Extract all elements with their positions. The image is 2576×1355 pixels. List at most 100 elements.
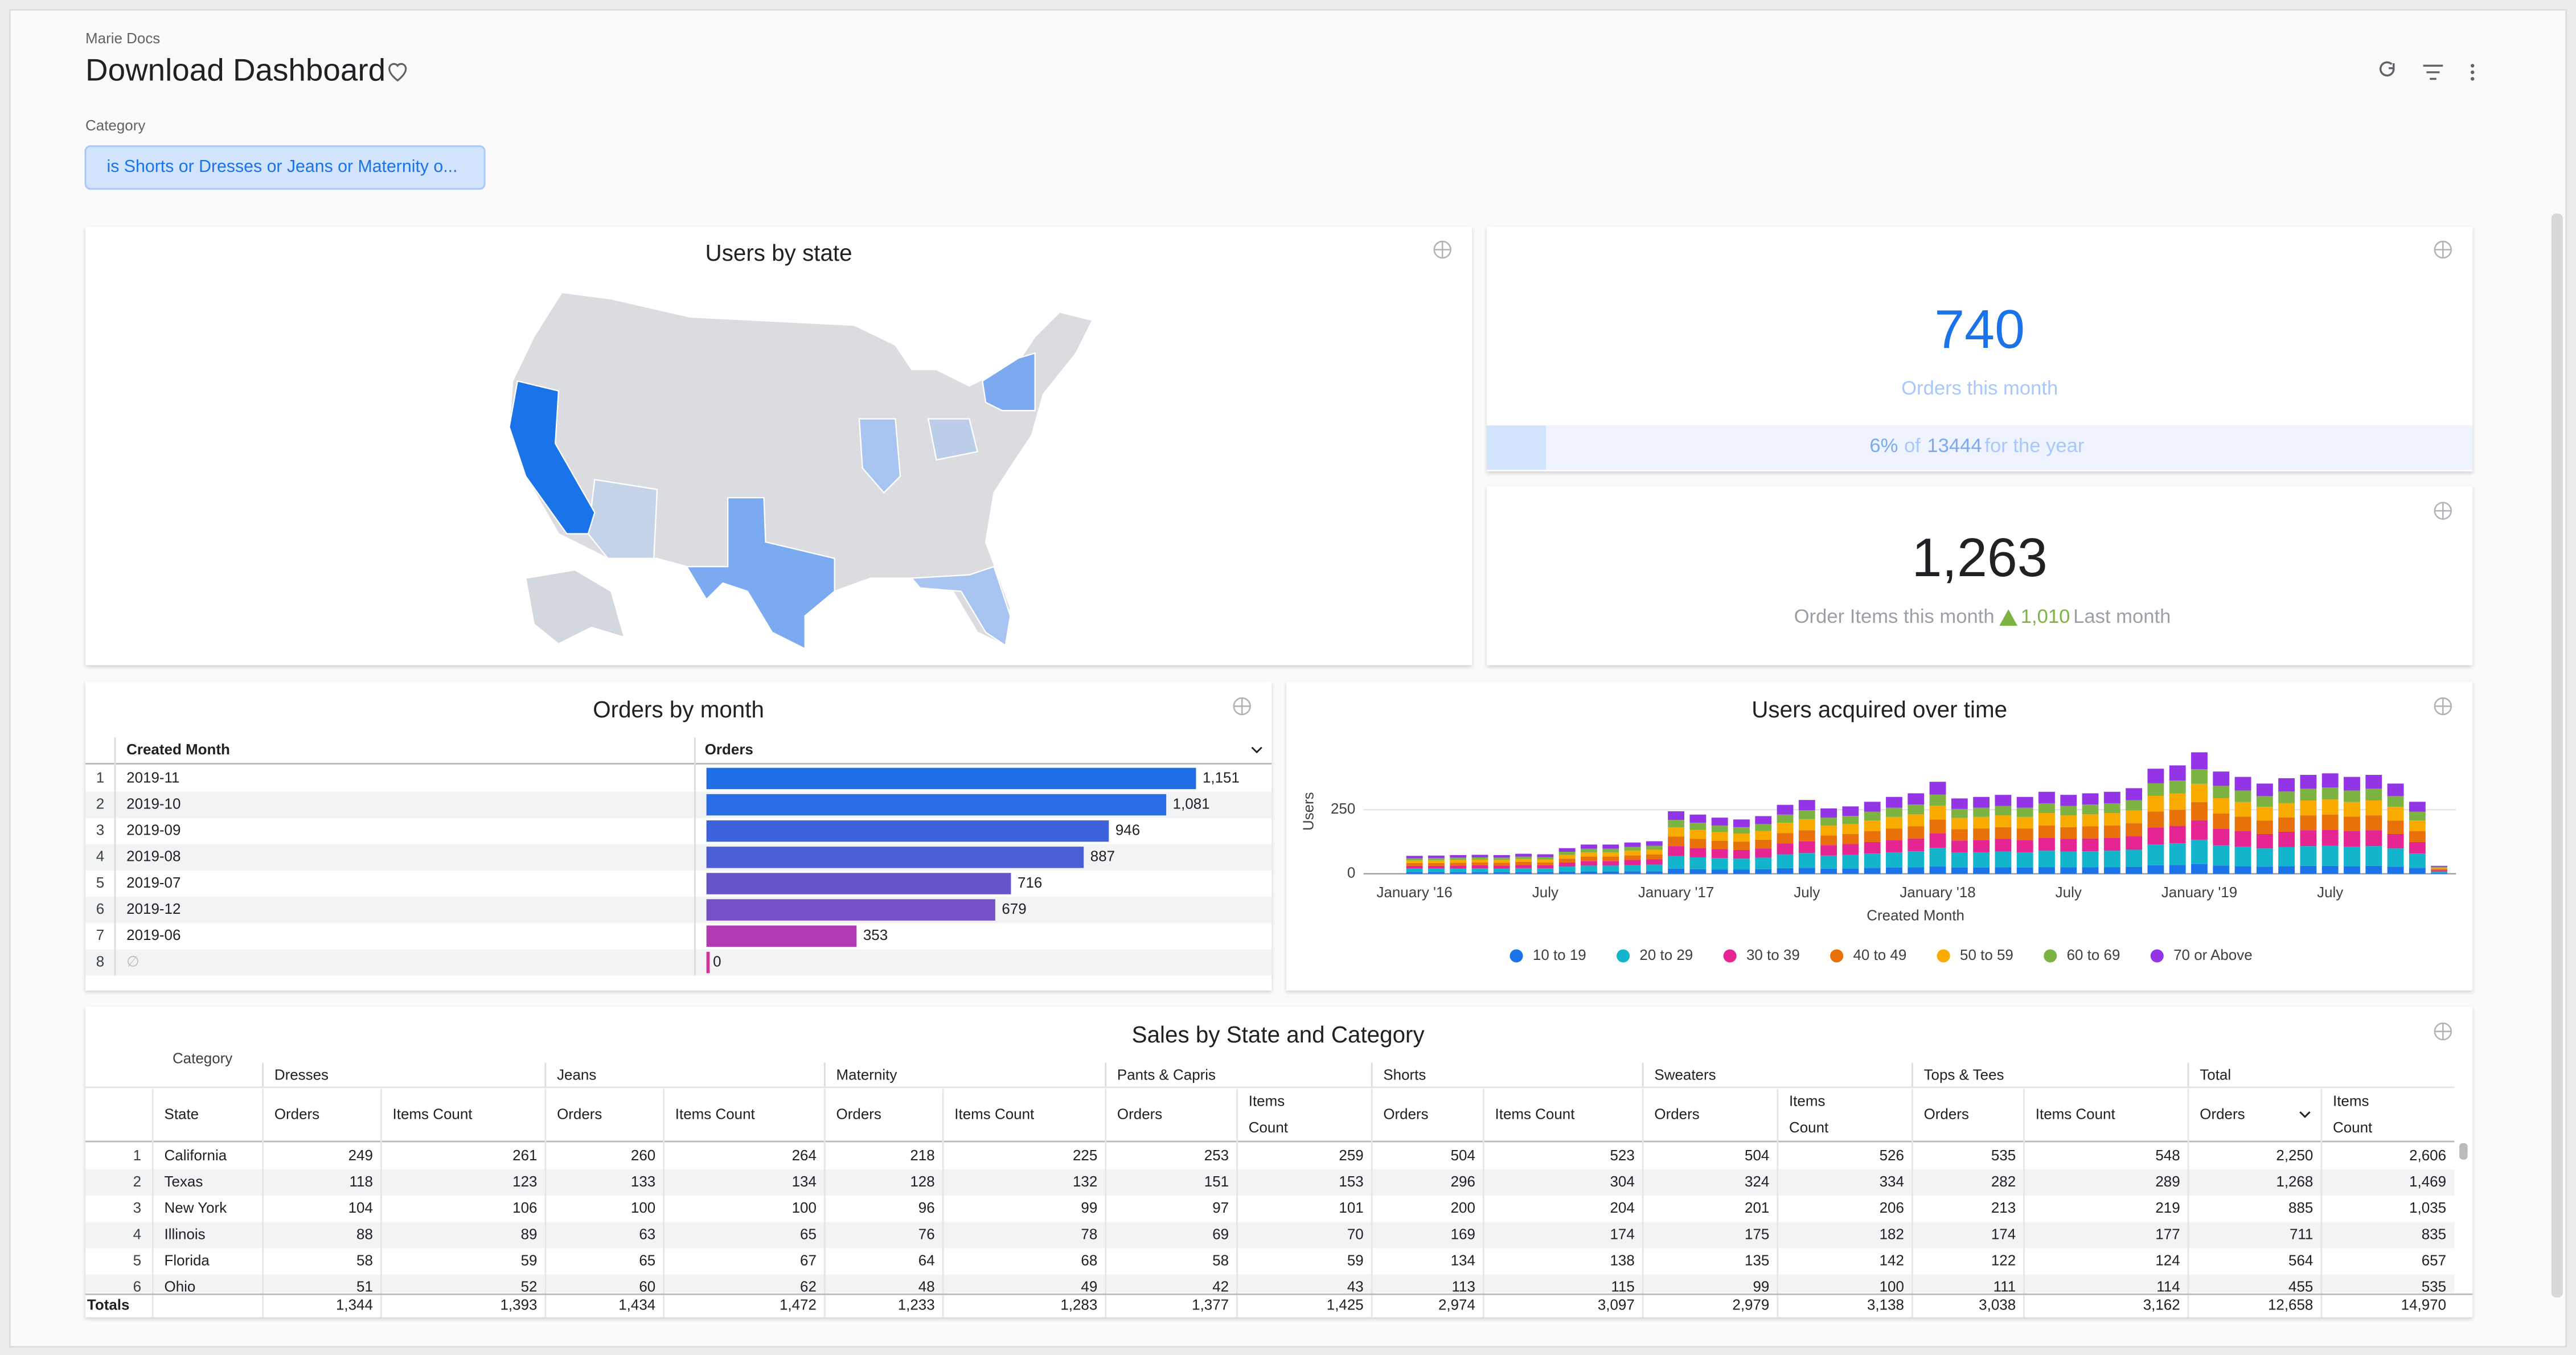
kpi-percent: 6%	[1869, 435, 1898, 457]
bar-segment	[2038, 825, 2055, 838]
bar-segment	[2169, 865, 2186, 874]
category-label: 2019-11	[126, 769, 179, 786]
bar-segment	[2016, 852, 2033, 868]
bar-segment	[2409, 853, 2426, 868]
number-cell: 564	[2288, 1251, 2313, 1268]
number-cell: 68	[1081, 1251, 1097, 1268]
number-cell: 200	[1451, 1199, 1475, 1216]
bar-segment	[1820, 826, 1837, 836]
column-header: Orders	[705, 741, 753, 758]
category-label: 2019-08	[126, 848, 181, 865]
globe-icon[interactable]	[2434, 1022, 2452, 1041]
globe-icon[interactable]	[2434, 697, 2452, 716]
bar-segment	[1777, 854, 1794, 868]
legend-label: 30 to 39	[1746, 946, 1800, 963]
bar-segment	[2126, 836, 2143, 850]
number-cell: 835	[2422, 1225, 2446, 1242]
state-cell: California	[165, 1147, 227, 1164]
bar-segment	[1908, 867, 1925, 874]
filter-chip[interactable]	[84, 145, 486, 190]
globe-icon[interactable]	[1433, 240, 1451, 259]
bar-segment	[2387, 848, 2404, 867]
column-header: Items Count	[1785, 1093, 1829, 1136]
up-arrow	[1999, 609, 2018, 626]
bar-segment	[1864, 802, 1881, 812]
number-cell: 225	[1073, 1147, 1097, 1164]
bar-segment	[1581, 865, 1597, 872]
bar-segment	[1689, 823, 1707, 830]
bar-segment	[2103, 803, 2120, 814]
number-cell: 2,606	[2409, 1147, 2446, 1164]
globe-icon[interactable]	[1233, 697, 1251, 716]
column-header: Items Count	[2036, 1106, 2116, 1123]
globe-icon[interactable]	[2434, 240, 2452, 259]
bar-segment	[1646, 845, 1663, 850]
bar-segment	[2300, 800, 2317, 816]
legend-label: 70 or Above	[2173, 946, 2253, 963]
bar-segment	[1973, 796, 1990, 808]
bar-segment	[2387, 807, 2404, 821]
number-cell: 213	[1991, 1199, 2016, 1216]
total-cell: 3,097	[1598, 1296, 1635, 1313]
number-cell: 201	[1745, 1199, 1769, 1216]
bar-segment	[1668, 820, 1685, 828]
refresh-icon[interactable]	[2379, 61, 2395, 77]
bar-segment	[1428, 858, 1445, 860]
bar-segment	[1711, 840, 1728, 849]
bar-segment	[2344, 777, 2360, 791]
bar-segment	[1995, 795, 2012, 806]
bar-segment	[2016, 807, 2033, 817]
number-cell: 135	[1745, 1251, 1769, 1268]
number-cell: 97	[1212, 1199, 1229, 1216]
row-index: 5	[96, 874, 104, 891]
category-label: 2019-07	[126, 874, 181, 891]
bar-segment	[2278, 866, 2295, 874]
filter-icon[interactable]	[2423, 64, 2443, 80]
row-index: 6	[133, 1278, 141, 1295]
number-cell: 334	[1880, 1173, 1904, 1190]
favorite-icon[interactable]	[388, 63, 407, 82]
bar-segment	[2321, 845, 2339, 866]
column-header: Items Count	[954, 1106, 1035, 1123]
value-label: 1,081	[1173, 795, 1210, 812]
bar-segment	[1755, 857, 1772, 869]
bar	[706, 820, 1109, 842]
bar-segment	[1537, 865, 1554, 869]
bar-segment	[2082, 838, 2099, 852]
number-cell: 58	[1212, 1251, 1229, 1268]
number-cell: 76	[918, 1225, 935, 1242]
bar-segment	[1711, 832, 1728, 841]
bar-segment	[1995, 851, 2012, 868]
bar-segment	[1733, 859, 1750, 870]
row-bg	[85, 897, 1272, 923]
number-cell: 455	[2288, 1278, 2313, 1295]
bar-segment	[1537, 868, 1554, 873]
bar-segment	[1450, 863, 1467, 866]
bar-segment	[2038, 813, 2055, 826]
bar-segment	[1864, 811, 1881, 821]
more-icon[interactable]	[2471, 64, 2475, 81]
bar-segment	[2016, 796, 2033, 808]
bar-segment	[1537, 862, 1554, 865]
bar-segment	[2103, 851, 2120, 868]
total-cell: 1,377	[1192, 1296, 1229, 1313]
bar-segment	[1777, 823, 1794, 833]
map-state	[587, 479, 658, 560]
globe-icon[interactable]	[2434, 502, 2452, 520]
bar-segment	[1624, 842, 1641, 847]
bar-segment	[1995, 839, 2012, 852]
number-cell: 124	[2155, 1251, 2180, 1268]
bar-segment	[1929, 833, 1946, 848]
column-header: Items Count	[393, 1106, 473, 1123]
bar-segment	[2147, 811, 2164, 828]
number-cell: 118	[350, 1173, 373, 1190]
table-scrollbar[interactable]	[2459, 1143, 2468, 1160]
bar-segment	[1471, 872, 1488, 874]
bar-segment	[2213, 828, 2230, 845]
bar-segment	[1908, 826, 1925, 839]
bar-segment	[1602, 844, 1619, 849]
bar-segment	[1798, 819, 1815, 831]
total-cell: 1,472	[780, 1296, 817, 1313]
page-scrollbar[interactable]	[2551, 213, 2563, 1298]
bar-segment	[2169, 780, 2186, 794]
